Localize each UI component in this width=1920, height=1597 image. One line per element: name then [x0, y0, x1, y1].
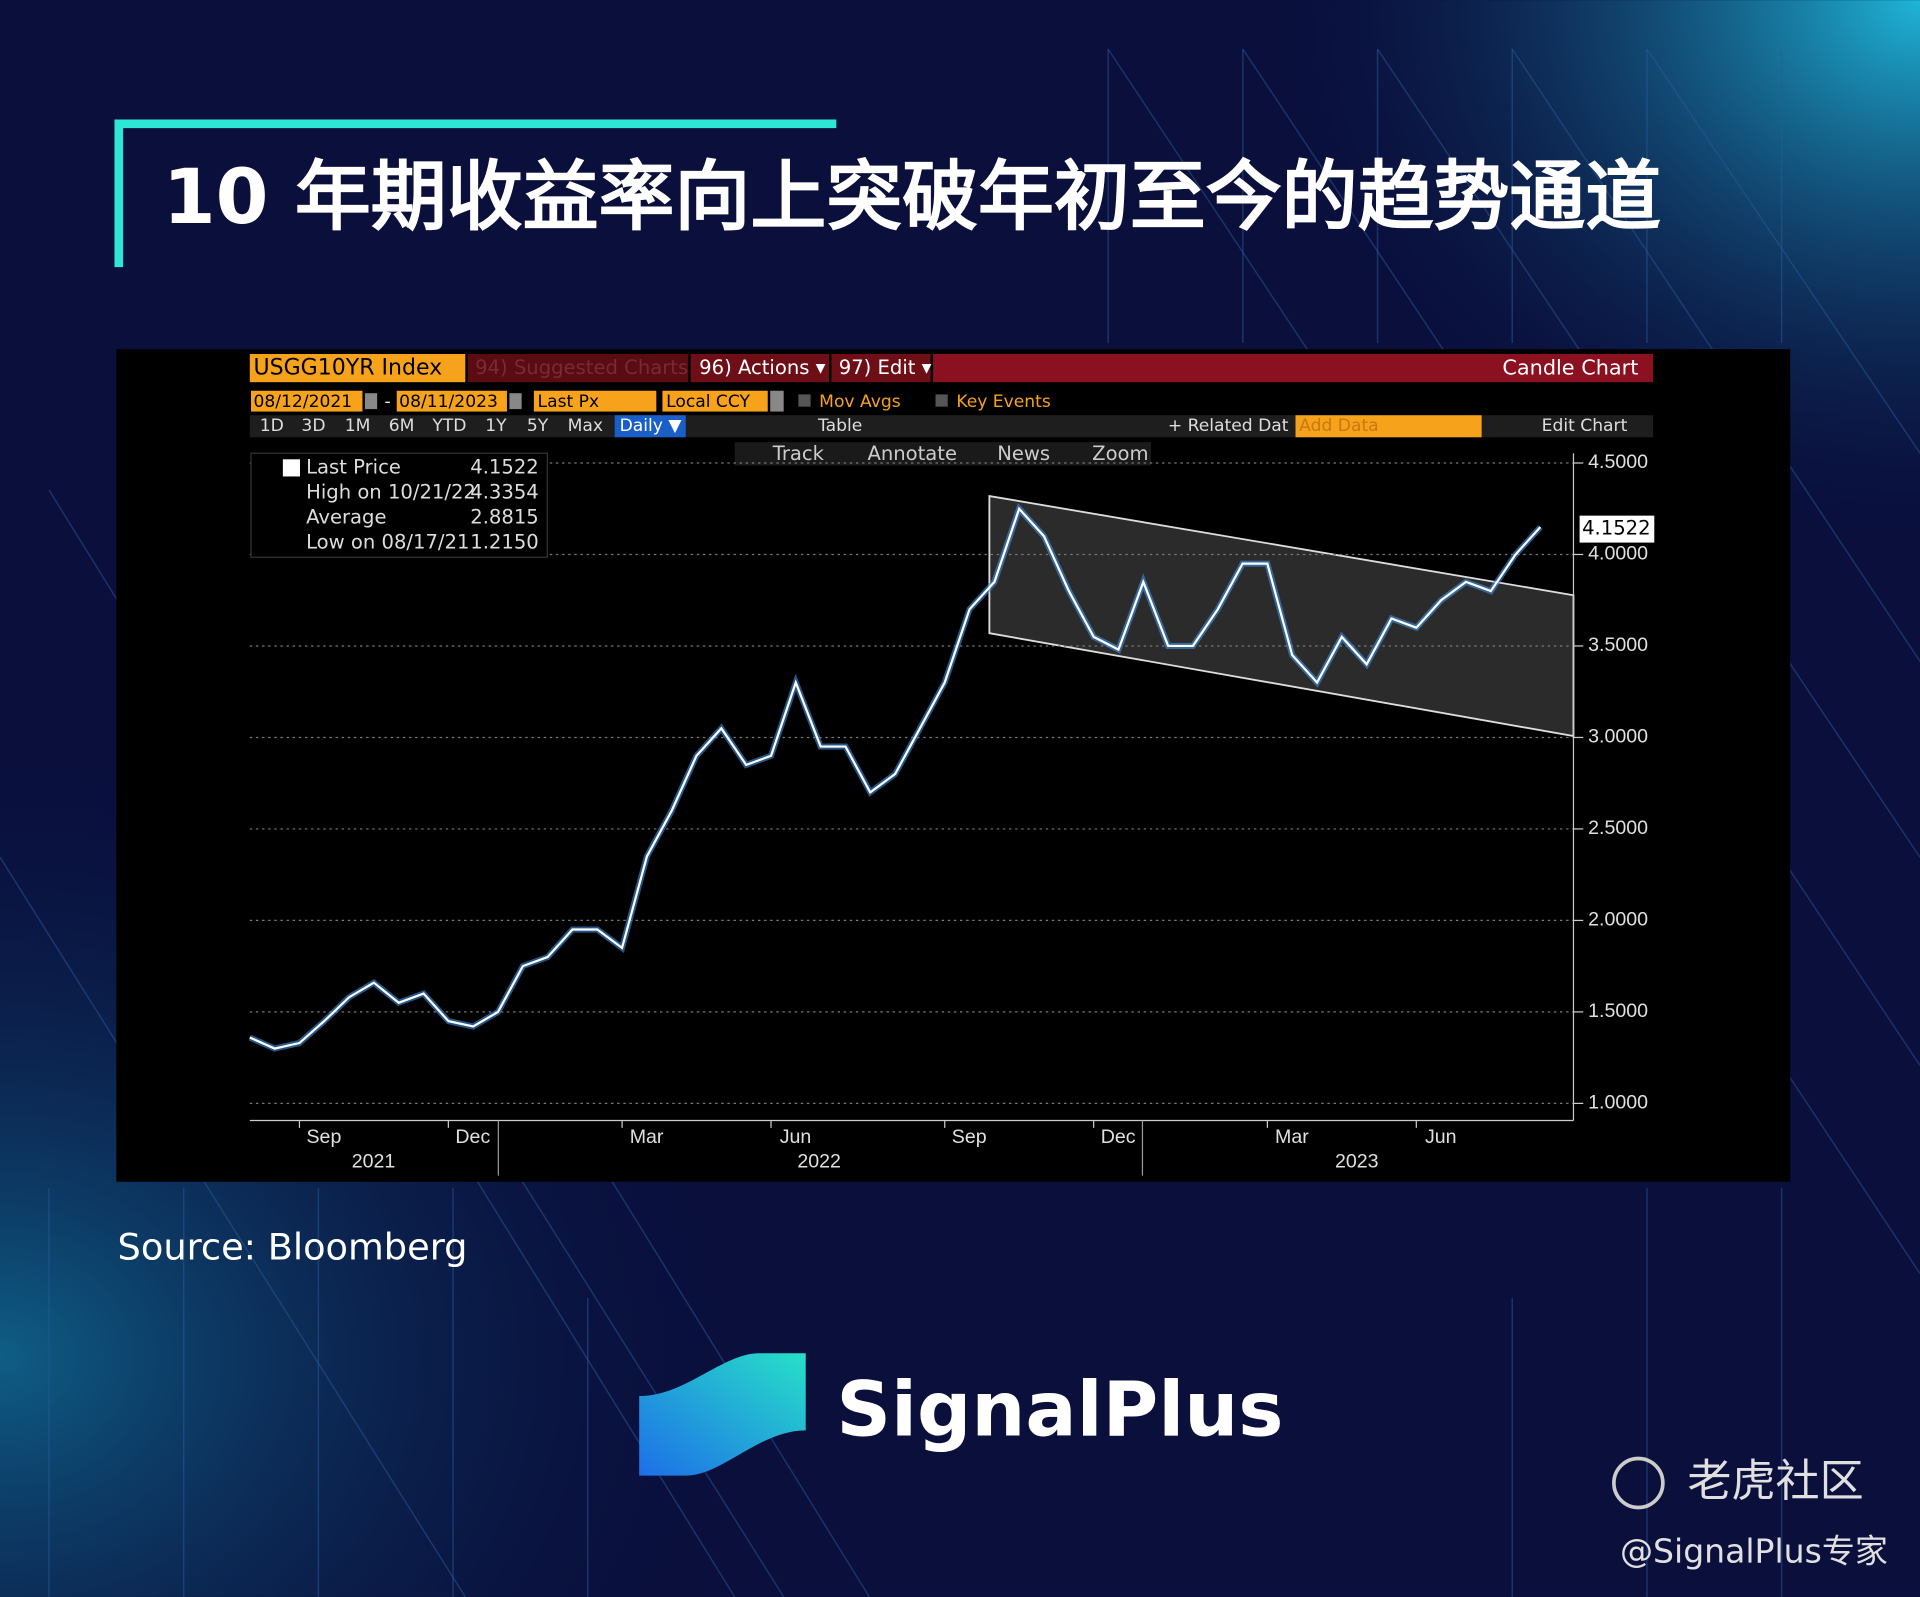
legend-value: 2.8815 — [470, 506, 539, 529]
x-tick-label: Jun — [1425, 1126, 1457, 1148]
x-tick-label: Mar — [1275, 1126, 1309, 1148]
icon — [509, 393, 522, 410]
y-tick-label: 3.5000 — [1588, 634, 1648, 656]
title-accent — [114, 119, 837, 268]
legend-label: Average — [306, 506, 386, 529]
field-box — [1295, 415, 1482, 438]
year-label: 2022 — [797, 1150, 841, 1172]
title-bar — [933, 354, 1654, 383]
mov-avgs[interactable]: Mov Avgs — [819, 392, 901, 412]
dash: - — [384, 392, 390, 412]
field[interactable]: Last Px — [538, 392, 600, 412]
chart-kind: Candle Chart — [1502, 356, 1638, 380]
range-button[interactable]: 1D — [260, 416, 284, 436]
price-line — [249, 506, 1542, 1050]
brand: SignalPlus — [836, 1365, 1283, 1453]
handle: @SignalPlus专家 — [1620, 1531, 1888, 1570]
x-tick-label: Dec — [1101, 1126, 1136, 1148]
range-button[interactable]: YTD — [431, 416, 466, 436]
x-tick-label: Jun — [780, 1126, 812, 1148]
menu-box — [831, 354, 931, 383]
range-button[interactable]: 6M — [389, 416, 415, 436]
source: Source: Bloomberg — [118, 1226, 468, 1269]
menu-item[interactable]: 94) Suggested Charts — [475, 356, 688, 379]
title: 10 年期收益率向上突破年初至今的趋势通道 — [163, 153, 1661, 241]
last-price-tag — [1579, 515, 1655, 543]
x-tick-label: Dec — [455, 1126, 490, 1148]
key-events[interactable]: Key Events — [956, 392, 1051, 412]
legend-value: 1.2150 — [470, 531, 539, 554]
y-tick-label: 1.5000 — [1588, 1000, 1648, 1022]
menu-box — [690, 354, 829, 383]
tool-button[interactable]: Annotate — [867, 442, 957, 465]
year-label: 2021 — [352, 1150, 396, 1172]
end-date[interactable]: 08/11/2023 — [399, 392, 498, 412]
field-box — [533, 390, 657, 412]
y-tick-label: 4.5000 — [1588, 451, 1648, 473]
checkbox[interactable] — [935, 394, 948, 407]
menu-box — [467, 354, 689, 383]
range-button[interactable]: 3D — [301, 416, 325, 436]
last-price-label: 4.1522 — [1582, 517, 1651, 540]
y-tick-label: 1.0000 — [1588, 1092, 1648, 1114]
edit-chart[interactable]: Edit Chart — [1542, 416, 1628, 436]
legend-swatch — [282, 459, 300, 477]
table-button[interactable]: Table — [817, 416, 862, 436]
ticker-box — [249, 354, 466, 383]
year-label: 2023 — [1335, 1150, 1379, 1172]
legend-label: High on 10/21/22 — [306, 480, 476, 503]
range-button[interactable]: 1M — [345, 416, 371, 436]
legend-label: Low on 08/17/21 — [306, 531, 469, 554]
tool-button[interactable]: Track — [772, 442, 825, 465]
add-data[interactable]: Add Data — [1299, 416, 1379, 436]
menu-item[interactable]: 97) Edit ▾ — [839, 356, 932, 379]
related-data[interactable]: + Related Dat — [1168, 416, 1289, 436]
menu-item[interactable]: 96) Actions ▾ — [699, 356, 826, 379]
y-tick-label: 4.0000 — [1588, 543, 1648, 565]
range-button[interactable]: Max — [568, 416, 603, 436]
y-tick-label: 2.5000 — [1588, 817, 1648, 839]
field-box — [662, 390, 768, 412]
icon — [770, 390, 784, 412]
currency[interactable]: Local CCY — [666, 392, 750, 412]
period-box — [614, 415, 686, 438]
y-tick-label: 2.0000 — [1588, 909, 1648, 931]
tool-button[interactable]: News — [997, 442, 1050, 465]
tool-bar — [734, 442, 1152, 466]
x-tick-label: Mar — [630, 1126, 664, 1148]
legend-box — [250, 452, 548, 558]
period[interactable]: Daily ▼ — [620, 416, 683, 436]
icon — [364, 393, 378, 410]
tool-button[interactable]: Zoom — [1092, 442, 1148, 465]
legend-value: 4.3354 — [470, 480, 539, 503]
logo-mark — [639, 1353, 806, 1476]
watermark-icon — [1612, 1456, 1665, 1510]
ticker: USGG10YR Index — [253, 356, 442, 381]
range-button[interactable]: 1Y — [485, 416, 507, 436]
watermark: 老虎社区 — [1687, 1456, 1863, 1507]
field-box — [396, 390, 507, 412]
start-date[interactable]: 08/12/2021 — [253, 392, 352, 412]
field-box — [251, 390, 363, 412]
legend-label: Last Price — [306, 455, 401, 478]
legend-value: 4.1522 — [470, 455, 539, 478]
checkbox[interactable] — [798, 394, 811, 407]
y-tick-label: 3.0000 — [1588, 726, 1648, 748]
x-tick-label: Sep — [952, 1126, 987, 1148]
range-button[interactable]: 5Y — [527, 416, 549, 436]
x-tick-label: Sep — [307, 1126, 342, 1148]
